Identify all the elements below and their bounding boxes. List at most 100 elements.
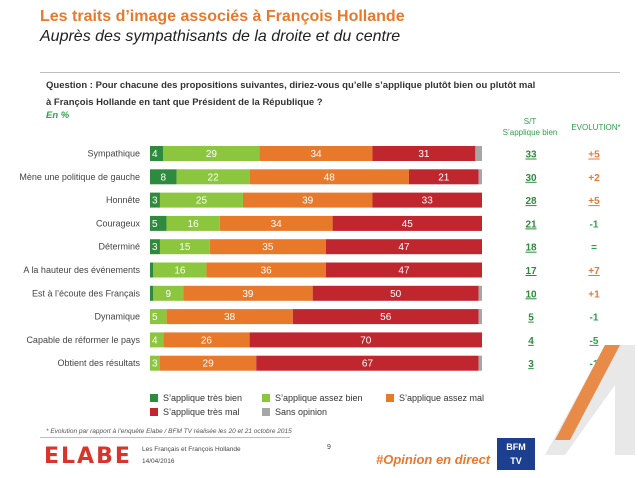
page-title: Les traits d’image associés à François H… <box>40 8 405 25</box>
bar-row: Déterminé 3 15 35 47 18 = <box>98 239 597 255</box>
footer-study-info: Les Français et François Hollande 14/04/… <box>142 444 241 468</box>
data-label-tres-mal: 47 <box>398 266 410 277</box>
data-label-assez-mal: 34 <box>271 219 283 230</box>
data-label-tres-mal: 45 <box>402 219 414 230</box>
bar-segment-assez-bien <box>150 332 164 348</box>
data-label-assez-mal: 29 <box>203 359 215 370</box>
data-label-assez-bien: 22 <box>208 172 220 183</box>
st-column-header-line-2: S’applique bien <box>502 128 558 137</box>
bar-segment-sans-opinion <box>478 169 482 185</box>
bar-segment-tres-mal <box>408 169 479 185</box>
legend-label-tres-mal: S’applique très mal <box>163 407 240 417</box>
category-label: Est à l’écoute des Français <box>32 288 141 298</box>
legend-item-sans-opinion: Sans opinion <box>262 407 327 417</box>
footer-divider <box>40 437 290 438</box>
category-label: Déterminé <box>98 242 140 252</box>
unit-label: En % <box>46 110 70 121</box>
st-value: 17 <box>525 266 537 277</box>
bar-row: Mène une politique de gauche 8 22 48 21 30 +2 <box>19 169 600 185</box>
data-label-assez-mal: 39 <box>242 289 254 300</box>
data-label-assez-mal: 34 <box>310 149 322 160</box>
decorative-a-shape <box>545 345 635 455</box>
data-label-tres-bien: 4 <box>152 149 158 160</box>
data-label-assez-bien: 9 <box>165 289 171 300</box>
category-label: Capable de réformer le pays <box>26 335 140 345</box>
bfm-tv-logo: BFM TV <box>497 438 535 470</box>
decorative-a-stroke <box>555 345 620 440</box>
legend-label-sans-opinion: Sans opinion <box>275 407 328 417</box>
bar-segment-assez-bien <box>163 146 260 161</box>
bar-segment-tres-bien <box>150 239 160 255</box>
legend-swatch-tres-mal <box>150 408 158 416</box>
data-label-tres-bien: 3 <box>152 196 158 207</box>
evolution-column-header: EVOLUTION* <box>571 123 621 132</box>
st-value: 21 <box>525 219 537 230</box>
bar-row: Dynamique 5 38 56 5 -1 <box>94 309 599 325</box>
bar-segment-sans-opinion <box>475 146 482 161</box>
bar-segment-tres-mal <box>249 332 482 348</box>
bar-row: Honnête 3 25 39 33 28 +5 <box>106 192 600 208</box>
bar-segment-tres-mal <box>256 355 479 371</box>
bar-segment-assez-bien <box>166 215 220 231</box>
bar-segment-tres-bien <box>150 262 154 278</box>
st-value: 5 <box>528 313 534 324</box>
evolution-value: -5 <box>590 336 599 347</box>
data-label-tres-mal: 21 <box>438 172 450 183</box>
data-label-tres-mal: 33 <box>422 196 434 207</box>
footer-date: 14/04/2016 <box>142 458 175 465</box>
legend-item-assez-bien: S’applique assez bien <box>262 393 363 403</box>
st-column-header-line-1: S/T <box>523 117 537 126</box>
data-label-assez-mal: 36 <box>261 266 273 277</box>
evolution-value: -1 <box>590 219 599 230</box>
st-column-header: S/T S’applique bien <box>497 116 563 138</box>
hashtag: #Opinion en direct <box>376 452 491 467</box>
bar-segment-assez-mal <box>166 309 293 325</box>
st-value: 4 <box>528 336 534 347</box>
legend-item-tres-mal: S’applique très mal <box>150 407 240 417</box>
category-label: Obtient des résultats <box>57 358 140 368</box>
data-label-assez-bien: 5 <box>152 312 158 323</box>
bar-segment-assez-bien <box>159 192 243 208</box>
data-label-assez-bien: 4 <box>152 335 158 346</box>
legend-label-assez-bien: S’applique assez bien <box>275 393 363 403</box>
data-label-tres-bien: 3 <box>152 242 158 253</box>
data-label-assez-mal: 35 <box>262 242 274 253</box>
header-divider <box>40 72 620 73</box>
data-label-tres-mal: 56 <box>380 312 392 323</box>
bar-segment-assez-mal <box>259 146 373 161</box>
footnote: * Evolution par rapport à l’enquête Elab… <box>46 428 292 435</box>
evolution-value: +2 <box>588 173 600 184</box>
category-label: Dynamique <box>94 312 140 322</box>
st-value: 3 <box>528 359 534 370</box>
bar-segment-tres-mal <box>372 192 482 208</box>
bar-segment-assez-mal <box>209 239 326 255</box>
question-line-2: à François Hollande en tant que Présiden… <box>46 97 323 108</box>
bar-segment-assez-mal <box>242 192 373 208</box>
bar-segment-assez-mal <box>159 355 257 371</box>
bar-segment-tres-mal <box>332 215 482 231</box>
data-label-assez-mal: 48 <box>324 172 336 183</box>
question-line-1: Question : Pour chacune des propositions… <box>46 80 536 91</box>
bar-segment-assez-mal <box>249 169 409 185</box>
elabe-logo: ELABE <box>44 444 132 469</box>
bar-segment-tres-mal <box>325 239 482 255</box>
category-label: Honnête <box>106 195 140 205</box>
data-label-tres-bien: 8 <box>160 172 166 183</box>
bar-segment-tres-mal <box>292 309 479 325</box>
evolution-value: +5 <box>588 150 600 161</box>
bar-segment-tres-bien <box>150 215 167 231</box>
legend-swatch-assez-mal <box>386 394 394 402</box>
evolution-value: -1 <box>590 359 599 370</box>
category-label: Courageux <box>96 218 141 228</box>
bfm-logo-line-2: TV <box>510 456 522 466</box>
footer-study-title: Les Français et François Hollande <box>142 446 241 453</box>
evolution-value: -1 <box>590 313 599 324</box>
bar-segment-assez-bien <box>150 309 167 325</box>
bar-segment-assez-bien <box>153 262 207 278</box>
data-label-assez-bien: 16 <box>188 219 200 230</box>
legend-swatch-sans-opinion <box>262 408 270 416</box>
legend-item-assez-mal: S’applique assez mal <box>386 393 484 403</box>
bar-row: Sympathique 4 29 34 31 33 +5 <box>87 146 600 161</box>
legend-label-assez-mal: S’applique assez mal <box>399 393 485 403</box>
category-label: A la hauteur des événements <box>23 265 140 275</box>
